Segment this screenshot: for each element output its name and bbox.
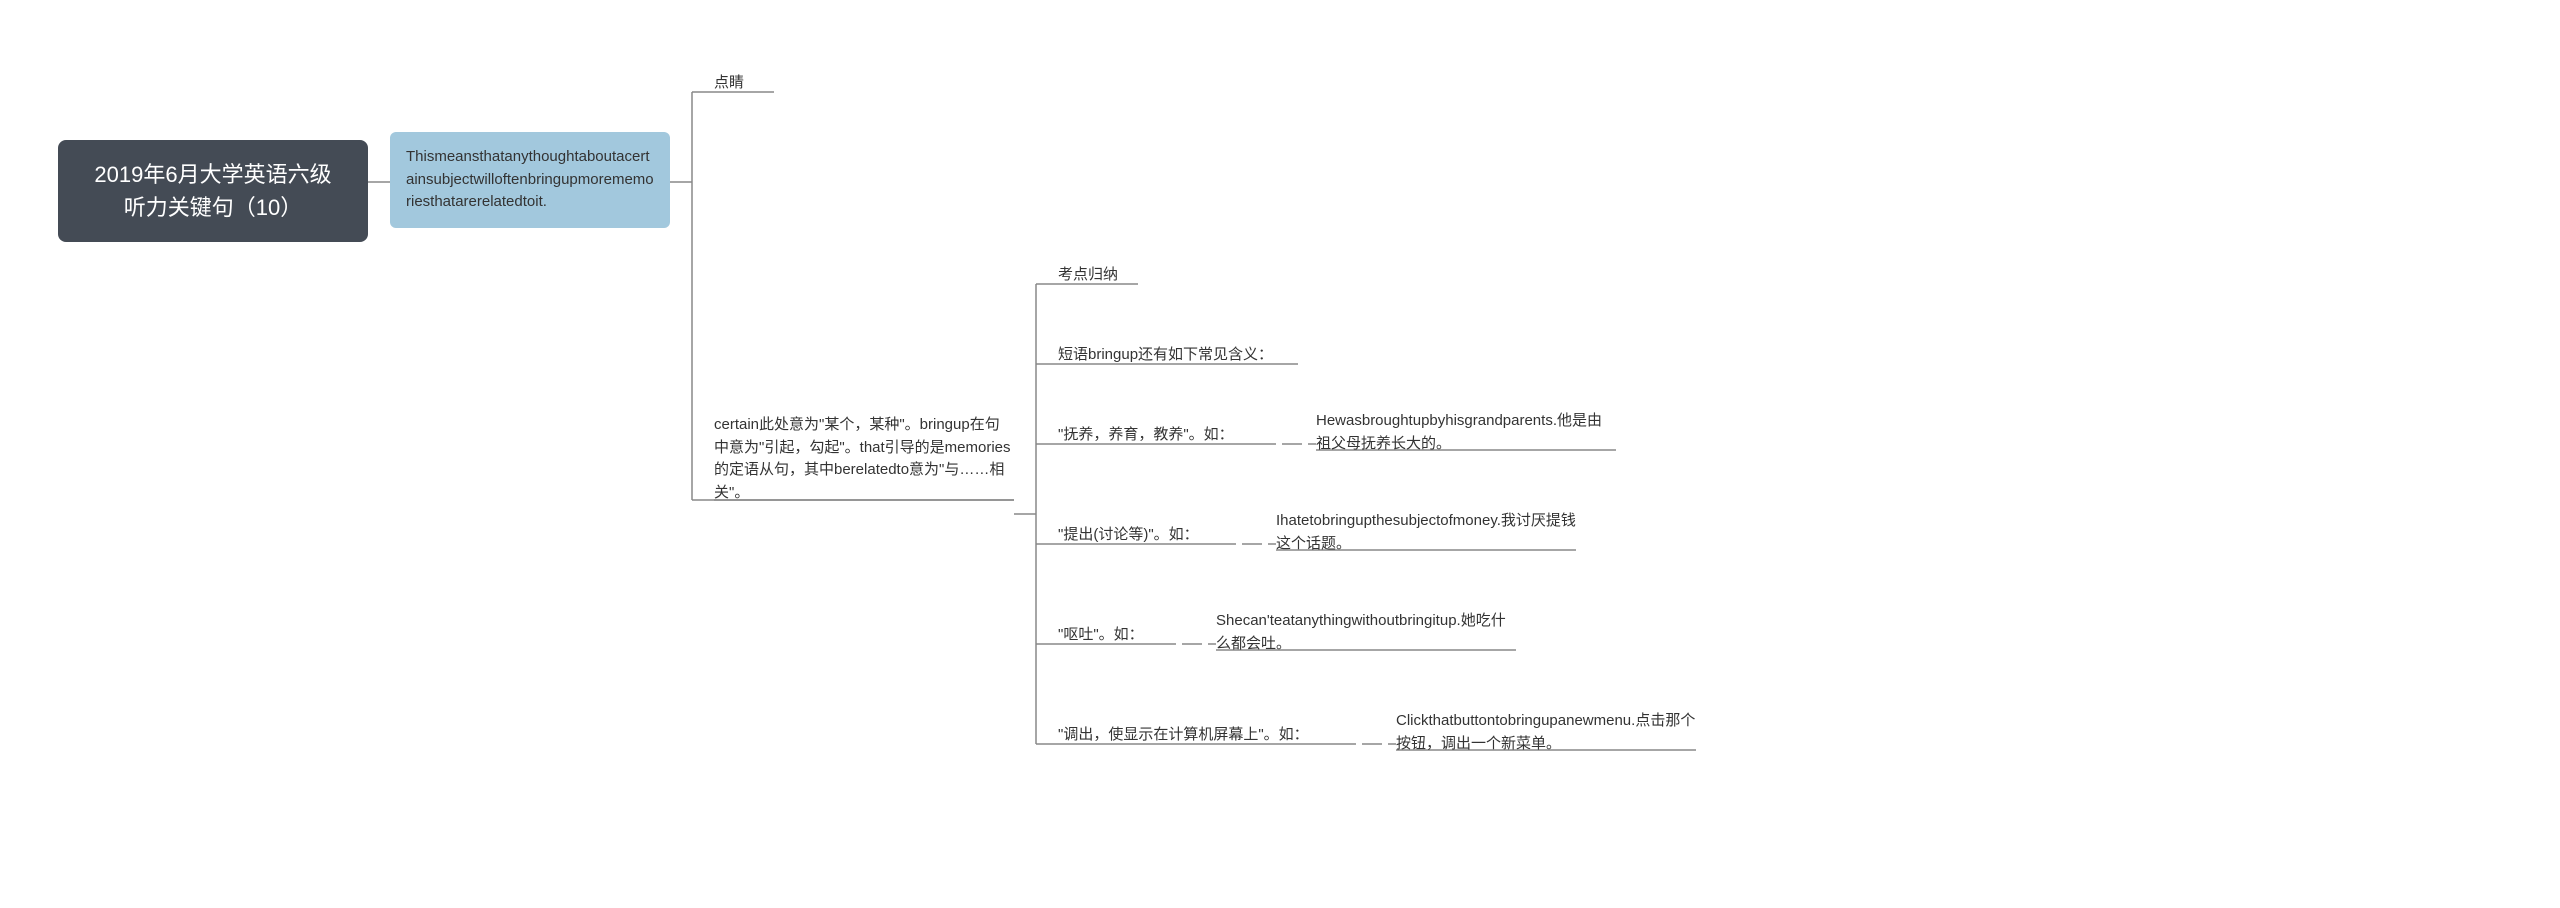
- kaodian-text: 考点归纳: [1058, 266, 1118, 283]
- meaning-raise-text: "抚养，养育，教养"。如：: [1058, 426, 1234, 443]
- meaning-display-example: Clickthatbuttontobringupanewmenu.点击那个按钮，…: [1396, 710, 1696, 755]
- meaning-mention-example-text: Ihatetobringupthesubjectofmoney.我讨厌提钱这个话…: [1276, 512, 1576, 552]
- meaning-raise-node: "抚养，养育，教养"。如：: [1058, 424, 1268, 447]
- meaning-display-example-text: Clickthatbuttontobringupanewmenu.点击那个按钮，…: [1396, 712, 1695, 752]
- sentence-node: Thismeansthatanythoughtaboutacertainsubj…: [390, 132, 670, 228]
- root-line1: 2019年6月大学英语六级: [84, 158, 342, 191]
- meaning-mention-example: Ihatetobringupthesubjectofmoney.我讨厌提钱这个话…: [1276, 510, 1576, 555]
- dianjing-text: 点睛: [714, 74, 744, 91]
- meaning-raise-example-text: Hewasbroughtupbyhisgrandparents.他是由祖父母抚养…: [1316, 412, 1602, 452]
- bringup-intro-text: 短语bringup还有如下常见含义：: [1058, 346, 1273, 363]
- kaodian-node: 考点归纳: [1058, 264, 1138, 287]
- meaning-display-node: "调出，使显示在计算机屏幕上"。如：: [1058, 724, 1348, 747]
- meaning-display-text: "调出，使显示在计算机屏幕上"。如：: [1058, 726, 1309, 743]
- meaning-mention-node: "提出(讨论等)"。如：: [1058, 524, 1228, 547]
- explanation-node: certain此处意为"某个，某种"。bringup在句中意为"引起，勾起"。t…: [714, 414, 1014, 504]
- root-line2: 听力关键句（10）: [84, 191, 342, 224]
- meaning-vomit-text: "呕吐"。如：: [1058, 626, 1144, 643]
- bringup-intro-node: 短语bringup还有如下常见含义：: [1058, 344, 1298, 367]
- meaning-vomit-example: Shecan'teatanythingwithoutbringitup.她吃什么…: [1216, 610, 1516, 655]
- root-node: 2019年6月大学英语六级 听力关键句（10）: [58, 140, 368, 242]
- explanation-text: certain此处意为"某个，某种"。bringup在句中意为"引起，勾起"。t…: [714, 416, 1011, 501]
- dianjing-node: 点睛: [714, 72, 774, 95]
- meaning-mention-text: "提出(讨论等)"。如：: [1058, 526, 1199, 543]
- meaning-vomit-example-text: Shecan'teatanythingwithoutbringitup.她吃什么…: [1216, 612, 1506, 652]
- sentence-text: Thismeansthatanythoughtaboutacertainsubj…: [406, 148, 654, 210]
- meaning-vomit-node: "呕吐"。如：: [1058, 624, 1168, 647]
- meaning-raise-example: Hewasbroughtupbyhisgrandparents.他是由祖父母抚养…: [1316, 410, 1616, 455]
